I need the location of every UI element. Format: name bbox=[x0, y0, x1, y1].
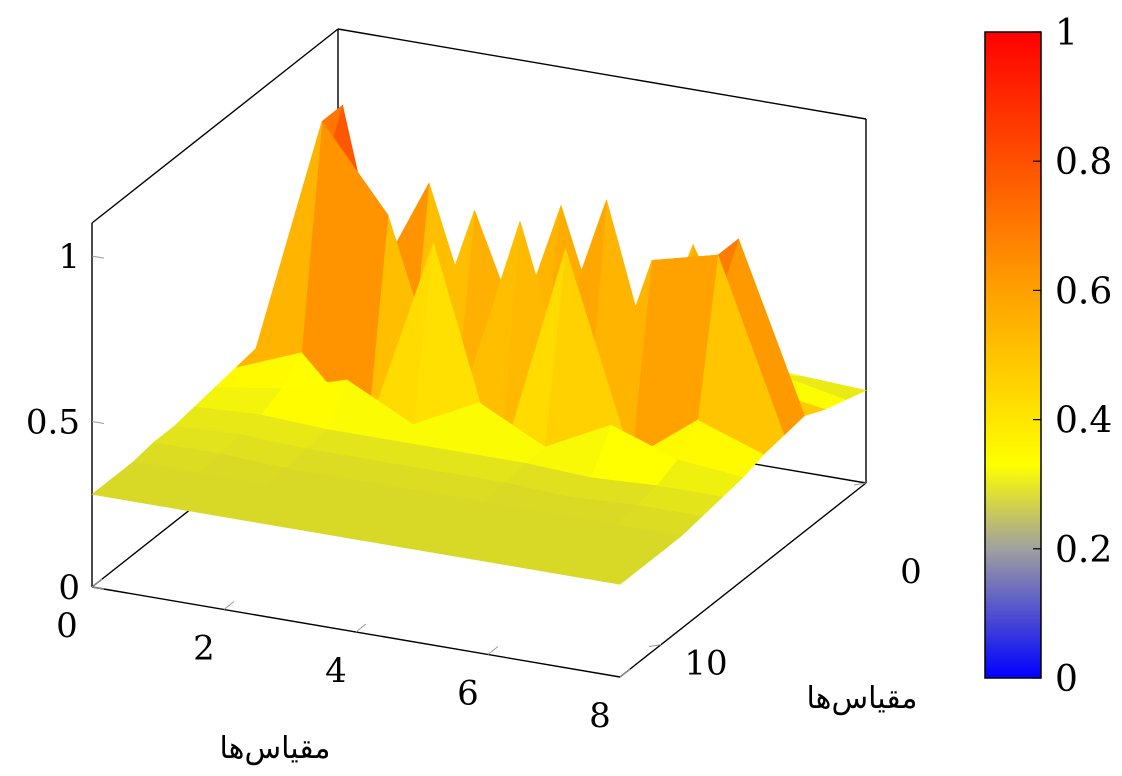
surface-mesh bbox=[91, 104, 867, 585]
x-tick-mark bbox=[91, 578, 103, 588]
box-edge bbox=[337, 28, 867, 120]
x-tick-label: 8 bbox=[589, 696, 611, 736]
colorbar-tick-label: 0.8 bbox=[1055, 142, 1112, 183]
z-tick-mark bbox=[91, 586, 105, 590]
z-tick-mark bbox=[91, 421, 105, 425]
colorbar-tick-label: 0.6 bbox=[1055, 271, 1112, 312]
x-axis-label: مقیاس‌ها bbox=[219, 731, 330, 766]
box-edge bbox=[91, 28, 339, 224]
z-tick-label: 0.5 bbox=[26, 403, 80, 443]
y-tick-label: 0 bbox=[900, 552, 922, 592]
colorbar: 0 0.2 0.4 0.6 0.8 1 bbox=[984, 13, 1112, 700]
z-tick-label: 0 bbox=[58, 568, 80, 608]
surface-patch bbox=[91, 477, 180, 506]
z-tick-label: 1 bbox=[58, 237, 80, 277]
colorbar-ticks: 0 0.2 0.4 0.6 0.8 1 bbox=[1033, 13, 1112, 700]
colorbar-tick-label: 1 bbox=[1055, 13, 1078, 54]
x-tick-label: 2 bbox=[193, 629, 215, 669]
y-tick-label: 10 bbox=[684, 644, 727, 684]
colorbar-tick-label: 0.2 bbox=[1055, 530, 1112, 571]
x-tick-label: 6 bbox=[457, 674, 479, 714]
y-tick-mark bbox=[853, 482, 867, 486]
y-axis-label: مقیاس‌ها bbox=[806, 681, 917, 716]
colorbar-tick-label: 0 bbox=[1055, 659, 1078, 700]
x-tick-mark bbox=[355, 623, 367, 633]
x-tick-mark bbox=[619, 668, 631, 678]
axis-ticks: 0 2 4 6 8 0 10 0 0.5 1 bbox=[26, 237, 922, 736]
x-tick-mark bbox=[223, 601, 235, 610]
colorbar-tick-label: 0.4 bbox=[1055, 401, 1112, 442]
x-tick-label: 0 bbox=[56, 606, 78, 646]
colorbar-gradient bbox=[984, 31, 1042, 679]
x-tick-mark bbox=[487, 646, 499, 655]
y-tick-mark bbox=[648, 644, 662, 648]
z-tick-mark bbox=[91, 255, 105, 259]
x-tick-label: 4 bbox=[325, 651, 347, 691]
